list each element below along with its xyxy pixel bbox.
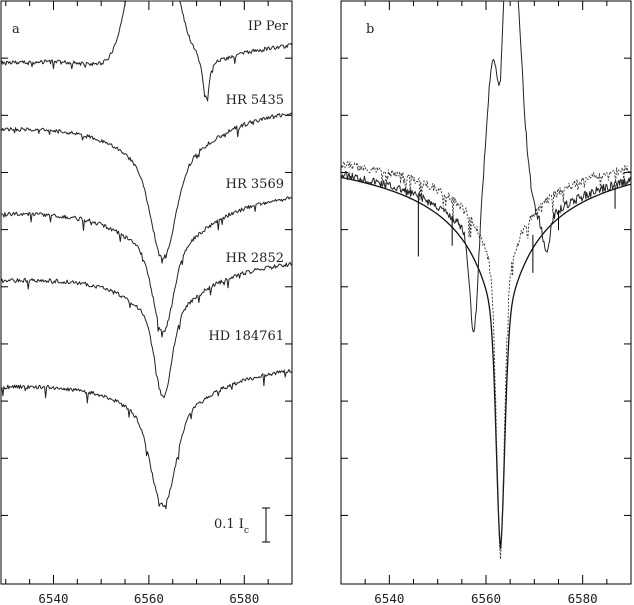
series-label: HR 3569: [226, 177, 284, 192]
spectrum-solid-line: [340, 0, 632, 333]
panel-a-series-labels: IP Per HR 5435 HR 3569 HR 2852 HD 184761: [208, 19, 288, 344]
scale-bar: 0.1 Ic: [214, 507, 270, 543]
series-label: HD 184761: [208, 329, 284, 344]
series-label: IP Per: [248, 19, 289, 34]
scale-bar-subscript: c: [244, 526, 249, 536]
panel-b-ticks: [340, 1, 632, 584]
spectrum-fit-line: [340, 176, 632, 550]
panel-a-frame: [0, 0, 293, 585]
spectrum-line: [0, 261, 293, 399]
panel-a-x-tick-labels: 6540 6560 6580: [38, 591, 259, 605]
panel-b-x-tick-label: 6560: [471, 591, 501, 605]
panel-a-x-tick-label: 6560: [134, 591, 164, 605]
scale-bar-text: 0.1 I: [214, 517, 244, 532]
panel-a-label: a: [12, 22, 20, 37]
panel-a-x-tick-label: 6580: [229, 591, 259, 605]
panel-b-spectra: [340, 0, 632, 560]
panel-b-label: b: [366, 22, 374, 37]
spectrum-line: [0, 196, 293, 338]
series-label: HR 2852: [226, 251, 284, 266]
spectrum-line: [0, 369, 293, 510]
panel-a-spectra: [0, 0, 293, 510]
spectrum-line: [0, 0, 293, 102]
panel-b: b 6540 6560 6580: [340, 0, 632, 605]
panel-b-x-tick-label: 6540: [374, 591, 404, 605]
spectrum-line: [0, 111, 293, 264]
panel-b-x-tick-label: 6580: [568, 591, 598, 605]
panel-a: a IP Per HR 5435 HR 3569 HR 2852 HD 184761 6…: [0, 0, 293, 605]
scale-bar-label: 0.1 Ic: [214, 517, 249, 536]
panel-b-x-tick-labels: 6540 6560 6580: [374, 591, 597, 605]
panel-a-x-tick-label: 6540: [38, 591, 68, 605]
spectrum-dashed-line: [340, 160, 632, 560]
series-label: HR 5435: [226, 93, 284, 108]
panel-a-ticks: [1, 1, 293, 584]
